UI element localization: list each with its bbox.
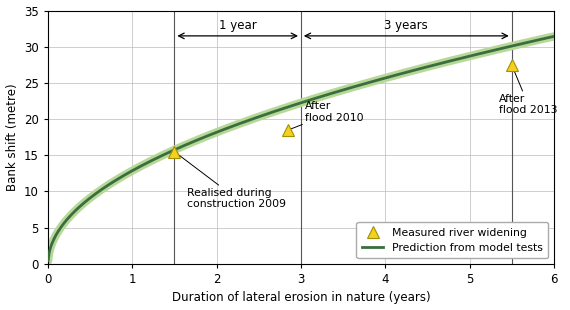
Text: After
flood 2010: After flood 2010 (288, 101, 364, 130)
Line: Prediction from model tests: Prediction from model tests (48, 36, 554, 261)
Prediction from model tests (288, 104, 295, 108)
Prediction from model tests (538, 37, 545, 41)
Legend: Measured river widening, Prediction from model tests: Measured river widening, Prediction from… (356, 222, 548, 259)
Text: Realised during
construction 2009: Realised during construction 2009 (174, 152, 286, 210)
Prediction from model tests (44, 259, 51, 263)
Text: After
flood 2013: After flood 2013 (499, 65, 557, 115)
Prediction from model tests (459, 56, 466, 60)
Text: 3 years: 3 years (384, 19, 428, 32)
Prediction from model tests (551, 34, 557, 38)
X-axis label: Duration of lateral erosion in nature (years): Duration of lateral erosion in nature (y… (172, 291, 430, 304)
Y-axis label: Bank shift (metre): Bank shift (metre) (6, 83, 19, 191)
Prediction from model tests (285, 105, 292, 109)
Text: 1 year: 1 year (219, 19, 256, 32)
Prediction from model tests (345, 86, 352, 90)
Prediction from model tests (318, 95, 325, 98)
